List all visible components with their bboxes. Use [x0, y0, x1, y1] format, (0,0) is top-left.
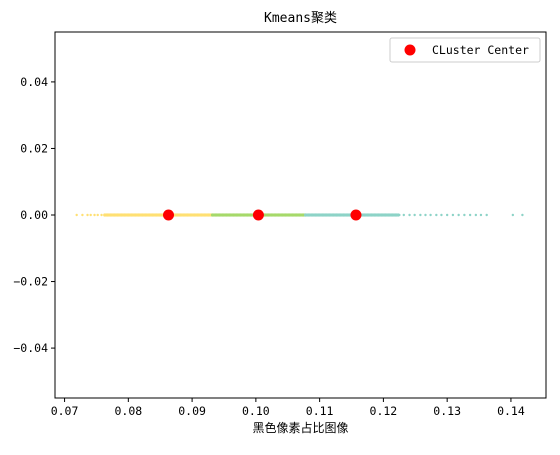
data-point [81, 213, 84, 217]
y-tick-label: −0.02 [13, 275, 48, 289]
data-point [451, 213, 455, 217]
cluster-centers-layer [163, 209, 362, 221]
data-point [485, 213, 488, 217]
data-point [408, 213, 411, 217]
data-point [424, 213, 427, 217]
data-point [511, 213, 515, 217]
data-point [103, 213, 106, 217]
x-axis-label: 黑色像素占比图像 [252, 420, 348, 435]
data-point [96, 213, 99, 217]
data-point [429, 213, 432, 217]
data-point [521, 213, 524, 217]
data-point [474, 213, 478, 217]
x-tick-label: 0.09 [178, 404, 206, 418]
cluster-center-point [252, 209, 264, 221]
y-tick-label: 0.04 [20, 75, 48, 89]
x-tick-label: 0.11 [306, 404, 334, 418]
data-point [93, 213, 96, 217]
data-point [445, 213, 449, 217]
x-tick-label: 0.10 [242, 404, 270, 418]
data-point [440, 213, 443, 217]
data-point [398, 213, 401, 217]
data-point [457, 213, 460, 217]
chart-title: Kmeans聚类 [264, 11, 337, 26]
data-point [435, 213, 438, 217]
data-point [463, 213, 466, 217]
legend-box [389, 37, 541, 63]
data-point [402, 213, 406, 217]
cluster-center-point [350, 209, 362, 221]
data-points-layer [75, 213, 524, 217]
cluster-center-point [163, 209, 175, 221]
y-tick-label: −0.04 [13, 341, 48, 355]
x-tick-label: 0.07 [51, 404, 79, 418]
data-point [413, 213, 416, 217]
data-point [75, 213, 78, 217]
data-point [479, 213, 483, 217]
legend: CLuster Center [389, 37, 541, 63]
y-tick-label: 0.02 [20, 141, 48, 155]
data-point [89, 213, 92, 217]
data-point [100, 213, 103, 217]
x-tick-label: 0.14 [497, 404, 525, 418]
y-axis-ticks: 0.04 0.02 0.00 −0.02 −0.04 [13, 75, 55, 355]
x-tick-label: 0.08 [114, 404, 142, 418]
x-tick-label: 0.13 [433, 404, 461, 418]
legend-label-cluster-center: CLuster Center [432, 43, 529, 57]
legend-marker-cluster-center [404, 44, 416, 56]
data-point [468, 213, 472, 217]
x-axis-ticks: 0.07 0.08 0.09 0.10 0.11 0.12 0.13 0.14 [51, 398, 525, 418]
data-point [86, 213, 89, 217]
y-tick-label: 0.00 [20, 208, 48, 222]
data-point [419, 213, 422, 217]
x-tick-label: 0.12 [370, 404, 398, 418]
